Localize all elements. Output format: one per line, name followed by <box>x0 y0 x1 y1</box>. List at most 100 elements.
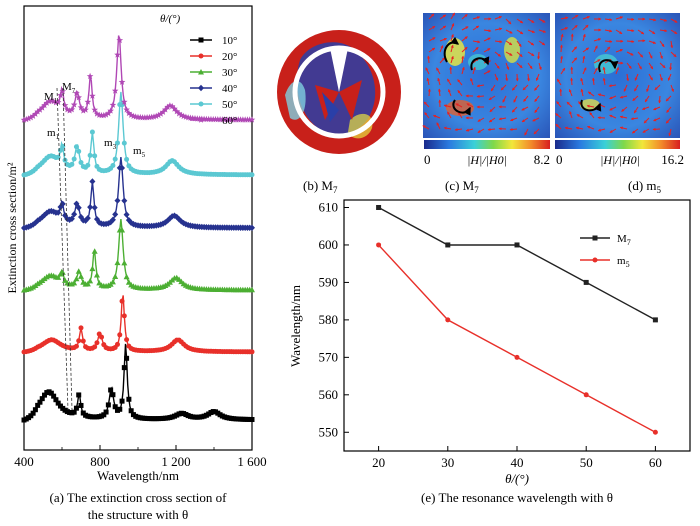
ytick-label: 570 <box>319 349 339 364</box>
xtick-label: 30 <box>441 455 454 470</box>
spectrum-point <box>175 110 183 117</box>
field-vector <box>564 126 573 130</box>
field-vector <box>626 39 635 43</box>
field-vector <box>439 14 447 20</box>
field-vector <box>593 45 598 53</box>
spectrum-point <box>53 397 59 403</box>
spectrum-point <box>75 204 82 211</box>
spectrum-point <box>80 338 86 344</box>
spectrum-point <box>171 105 178 112</box>
spectrum-point <box>57 91 64 99</box>
spectrum-point <box>34 108 41 115</box>
field-vector <box>457 111 463 119</box>
spectrum-point <box>89 178 96 185</box>
spectrum-line <box>23 35 252 121</box>
current-loop-icon <box>598 59 619 73</box>
spectrum-point <box>59 200 66 208</box>
field-vector <box>454 128 463 132</box>
spectrum-point <box>30 410 36 416</box>
field-vector <box>450 55 454 64</box>
spectrum-point <box>25 223 32 230</box>
panel-e-ylabel: Wavelength/nm <box>288 285 303 367</box>
spectrum-point <box>71 279 78 286</box>
field-vector <box>630 117 639 121</box>
spectrum-point <box>116 36 124 44</box>
panel-e-axes: 20 30 40 50 60 550 560 570 580 590 600 610 <box>319 199 662 470</box>
spectrum-point <box>23 115 30 123</box>
field-vector <box>500 84 507 91</box>
spectrum-point <box>84 280 91 287</box>
legend-label: 30° <box>222 67 237 79</box>
spectrum-point <box>75 268 82 274</box>
field-vector <box>587 125 595 130</box>
field-vector <box>665 95 672 102</box>
field-vector <box>668 128 672 137</box>
spectrum-point <box>166 102 174 109</box>
panel-e-series <box>376 204 658 435</box>
field-vector <box>538 62 542 71</box>
field-vector <box>670 29 678 35</box>
spectrum-point <box>59 87 67 95</box>
spectrum-point <box>94 340 100 346</box>
legend-marker <box>592 235 598 241</box>
field-vector <box>425 67 430 75</box>
spectrum-point <box>127 111 135 118</box>
field-vector <box>516 18 524 24</box>
field-vector <box>472 40 481 44</box>
spectrum-point <box>125 109 133 117</box>
field-vector <box>533 128 540 135</box>
field-vector <box>604 29 613 33</box>
ytick-label: 560 <box>319 387 339 402</box>
spectrum-point <box>150 113 158 120</box>
spectrum-point <box>84 214 91 222</box>
field-vector <box>648 51 653 59</box>
spectrum-point <box>249 417 255 423</box>
field-vector <box>428 25 436 31</box>
spectrum-point <box>55 274 62 280</box>
spectrum-point <box>73 144 79 150</box>
field-vector <box>483 70 491 75</box>
spectrum-point <box>114 259 121 266</box>
field-vector <box>669 62 673 71</box>
xtick-label: 400 <box>14 454 34 469</box>
field-vector <box>560 55 564 64</box>
spectrum-point <box>107 107 114 114</box>
spectrum-point <box>112 156 118 162</box>
current-loop-icon <box>452 99 471 116</box>
field-vector <box>559 44 563 53</box>
legend-label: 50° <box>222 99 237 111</box>
spectrum-point <box>27 114 35 121</box>
field-vector <box>659 40 665 48</box>
panel-d-colorbar <box>555 140 680 149</box>
field-vector <box>626 51 634 56</box>
data-point <box>445 242 451 248</box>
dashed-guide-line <box>56 87 69 411</box>
panel-d-field <box>555 13 680 138</box>
spectrum-point <box>109 278 116 285</box>
field-vector <box>633 106 639 114</box>
xtick-label: 800 <box>90 454 110 469</box>
field-vector <box>494 27 503 31</box>
xtick-label: 40 <box>511 455 524 470</box>
spectrum-point <box>157 221 164 228</box>
spectrum-point <box>84 98 92 105</box>
field-vector <box>642 128 650 133</box>
spectrum-point <box>121 313 127 319</box>
spectrum-point <box>128 408 134 414</box>
spectrum-point <box>87 152 93 158</box>
panel-d-caption: (d) m5 <box>628 178 662 195</box>
field-vector <box>461 55 465 64</box>
spectrum-point <box>25 115 32 122</box>
field-vector <box>439 57 446 64</box>
xtick-label: 1 600 <box>237 454 266 469</box>
spectrum-point <box>30 221 37 228</box>
field-vector <box>602 66 606 75</box>
data-point <box>583 279 589 285</box>
spectrum-point <box>124 355 130 361</box>
spectrum-point <box>143 114 151 121</box>
legend-label: m5 <box>617 255 630 269</box>
field-vector <box>667 73 672 81</box>
field-vector <box>509 127 518 131</box>
spectrum-point <box>68 215 75 222</box>
current-loop-icon <box>580 99 602 112</box>
